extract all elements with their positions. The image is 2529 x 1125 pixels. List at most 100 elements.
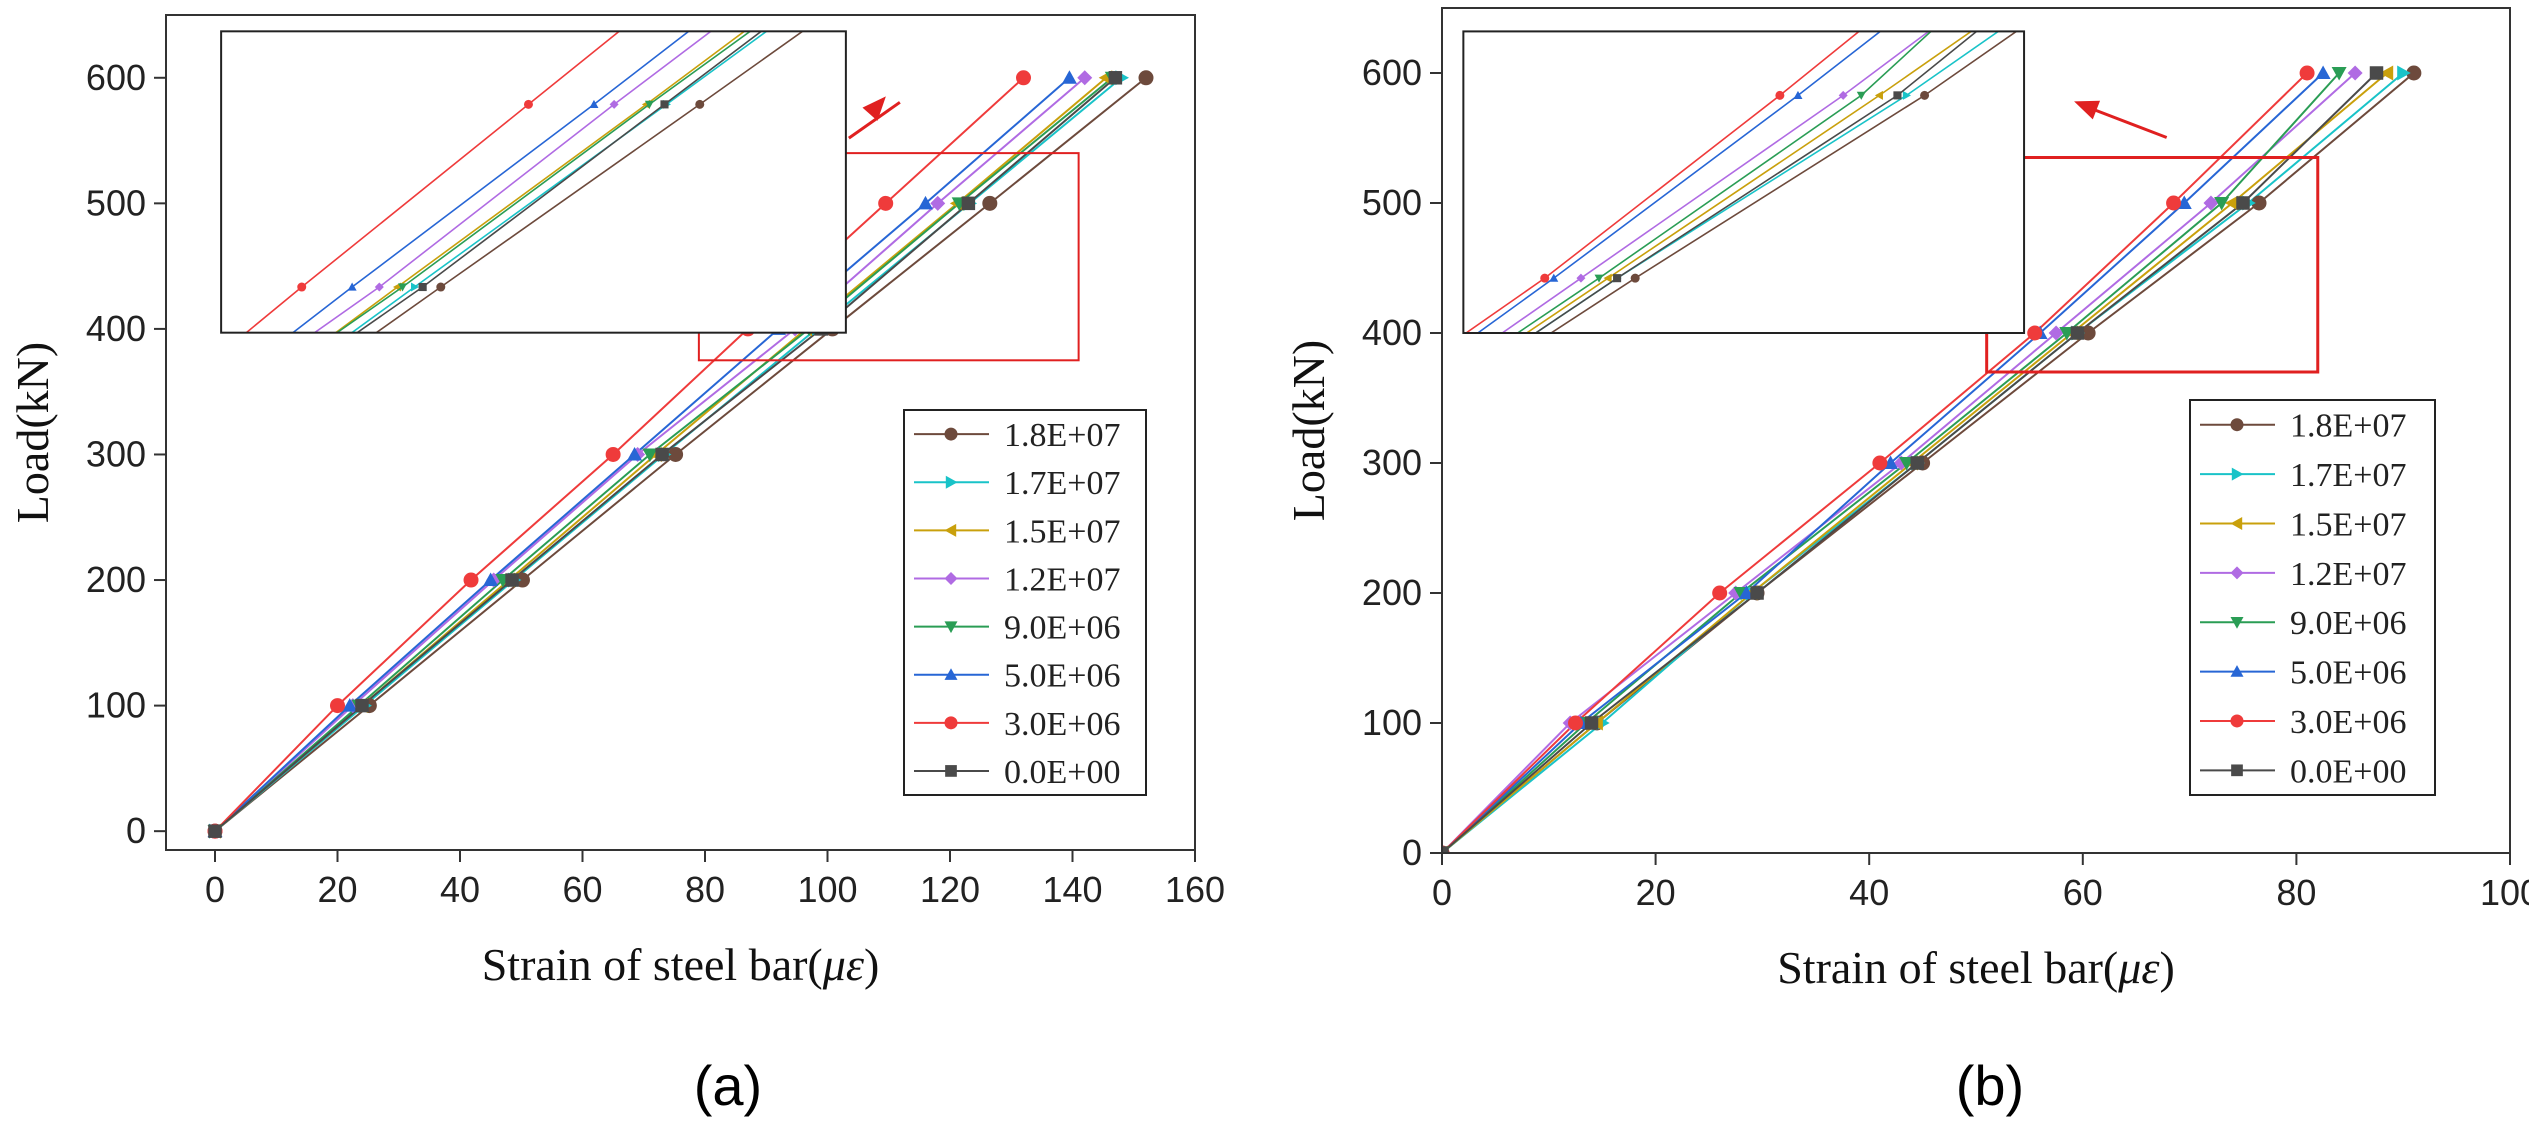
data-point (1712, 585, 1728, 601)
chart-panel-a: 0 20 40 60 80 100 120 140 160 0 100 200 300 400 500 600… (7, 14, 1225, 990)
inset-data-point (1549, 273, 1559, 282)
data-point (2315, 65, 2331, 79)
chart-panel-b: 0 20 40 60 80 100 0 100 200 300 400 500 600 Strain of… (1283, 7, 2529, 993)
data-point (2027, 325, 2043, 341)
legend-swatch-marker (2230, 665, 2244, 677)
data-point (1568, 715, 1583, 731)
inset-data-point (1630, 273, 1640, 283)
legend-swatch-marker (945, 765, 957, 777)
y-axis-title: Load(kN) (1283, 340, 1334, 521)
inset-data-point (1920, 90, 1930, 100)
x-tick-label: 60 (562, 869, 602, 910)
data-point (1738, 585, 1754, 599)
inset-data-point (1902, 90, 1911, 100)
inset-data-point (609, 99, 619, 109)
x-tick-label: 40 (1849, 872, 1889, 913)
x-tick-label: 20 (1636, 872, 1676, 913)
legend-swatch-marker (944, 716, 958, 730)
legend-box (2189, 399, 2436, 796)
data-point (2251, 195, 2267, 211)
y-tick-label: 0 (1402, 832, 1422, 873)
inset-data-point (1838, 90, 1848, 100)
x-tick-label: 0 (1432, 872, 1452, 913)
legend-label: 1.5E+07 (1004, 513, 1120, 550)
inset-data-point (660, 100, 669, 109)
panel-label-a: (a) (694, 1054, 762, 1117)
data-point (918, 195, 933, 210)
legend-label: 1.7E+07 (1004, 465, 1120, 502)
data-point (982, 195, 998, 211)
inset-data-point (1594, 274, 1604, 283)
y-tick-label: 300 (1362, 442, 1422, 483)
y-tick-label: 200 (1362, 572, 1422, 613)
inset-data-point (1856, 91, 1866, 100)
zoom-arrow (2087, 105, 2168, 139)
data-point (668, 446, 684, 462)
legend-label: 1.2E+07 (1004, 561, 1120, 598)
legend-label: 0.0E+00 (2290, 753, 2406, 790)
data-point (2406, 65, 2422, 81)
inset-data-point (1540, 273, 1550, 283)
x-tick-label: 120 (920, 869, 980, 910)
legend-label: 9.0E+06 (1004, 610, 1120, 647)
panel-label-b: (b) (1956, 1054, 2024, 1117)
data-point (2397, 65, 2411, 81)
inset-data-point (347, 282, 357, 291)
y-tick-label: 500 (1362, 182, 1422, 223)
legend-label: 3.0E+06 (1004, 706, 1120, 743)
data-point (1138, 70, 1154, 86)
inset-data-point (1874, 90, 1883, 100)
legend-swatch-marker (2230, 418, 2244, 432)
x-axis-title-text: Strain of steel bar( (482, 939, 823, 990)
legend-swatch-marker (2230, 714, 2244, 728)
inset-series-group (1464, 31, 2018, 334)
data-point (483, 572, 499, 587)
x-tick-label: 100 (797, 869, 857, 910)
y-tick-label: 500 (86, 182, 146, 223)
inset-frame (220, 30, 847, 334)
data-point (355, 698, 369, 713)
legend-label: 3.0E+06 (2290, 704, 2406, 741)
data-point (2224, 195, 2239, 211)
data-point (878, 195, 894, 211)
data-point (330, 698, 345, 714)
y-tick-label: 100 (1362, 702, 1422, 743)
y-axis-title: Load(kN) (7, 342, 58, 523)
legend-swatch-marker (945, 475, 958, 489)
inset-data-point (523, 99, 533, 109)
data-point (2166, 195, 2182, 211)
x-tick-label: 140 (1042, 869, 1102, 910)
inset-data-point (1893, 91, 1902, 100)
data-point (930, 195, 946, 211)
data-point (2347, 65, 2363, 81)
x-tick-label: 40 (440, 869, 480, 910)
legend-swatch-marker (2231, 764, 2243, 777)
y-tick-label: 300 (86, 433, 146, 474)
data-point (1584, 716, 1599, 730)
data-point (627, 446, 643, 461)
legend-swatch-marker (2230, 616, 2244, 629)
x-axis-title: Strain of steel bar(με) (482, 939, 880, 990)
y-tick-label: 200 (86, 559, 146, 600)
inset-data-point (436, 282, 446, 292)
legend-box (903, 409, 1147, 796)
inset-frame (1462, 30, 2026, 335)
data-point (2331, 67, 2347, 81)
data-point (2236, 196, 2250, 210)
series-group (207, 70, 1154, 839)
x-tick-label: 60 (2063, 872, 2103, 913)
inset-data-point (398, 283, 408, 292)
legend-swatch-marker (944, 427, 958, 441)
inset-data-point (1775, 90, 1785, 100)
inset-data-point (1793, 90, 1803, 99)
legend-label: 5.0E+06 (1004, 658, 1120, 695)
data-point (1442, 846, 1449, 853)
inset-data-point (1613, 274, 1622, 283)
data-point (655, 447, 669, 462)
data-point (2048, 325, 2064, 341)
legend-swatch-marker (2230, 566, 2244, 580)
data-point (1077, 70, 1093, 86)
x-tick-label: 80 (2276, 872, 2316, 913)
plot-frame (1441, 7, 2511, 854)
x-tick-label: 20 (317, 869, 357, 910)
